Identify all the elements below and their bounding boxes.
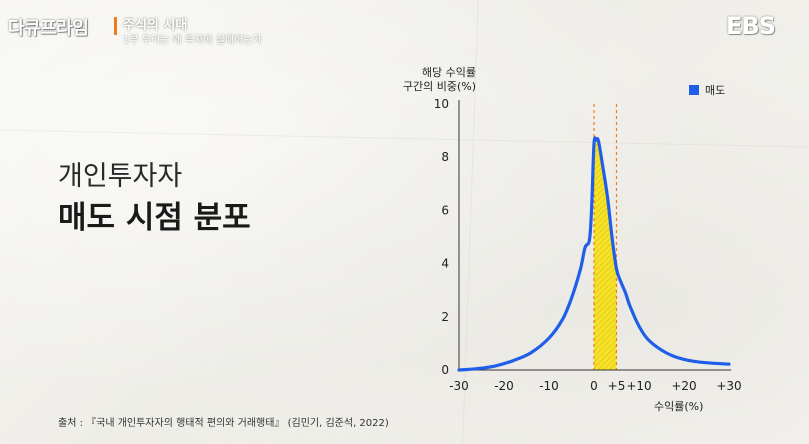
series-line-sell <box>457 136 731 372</box>
y-tick-label: 10 <box>434 97 449 111</box>
y-tick-label: 0 <box>441 363 449 377</box>
slide-heading-line2: 매도 시점 분포 <box>58 200 251 236</box>
x-tick-label: +20 <box>671 379 696 393</box>
x-tick-label: +5 <box>608 379 626 393</box>
x-tick-label: -20 <box>494 379 514 393</box>
x-tick-label: -30 <box>449 379 469 393</box>
chart-legend: 매도 <box>689 82 725 98</box>
x-tick-label: +10 <box>626 379 651 393</box>
series-subtitle: 1부 우리는 왜 투자에 실패하는가 <box>123 35 262 46</box>
y-axis-label-line1: 해당 수익률 <box>421 66 476 79</box>
legend-swatch <box>689 85 699 95</box>
x-axis-label: 수익률(%) <box>654 400 704 413</box>
x-tick-label: +30 <box>716 379 741 393</box>
y-tick-label: 8 <box>441 150 449 164</box>
channel-logo: EBS <box>726 12 776 40</box>
x-tick-label: -10 <box>539 379 559 393</box>
slide-heading-line1: 개인투자자 <box>58 161 183 192</box>
y-axis-label-line2: 구간의 비중(%) <box>402 80 476 93</box>
legend-label: 매도 <box>705 84 726 97</box>
logo-divider <box>114 17 117 35</box>
y-tick-label: 6 <box>441 203 449 217</box>
highlight-area <box>594 139 617 370</box>
y-tick-label: 2 <box>441 310 449 324</box>
x-tick-label: 0 <box>590 379 598 393</box>
brand-logo: 다큐프라임 <box>8 18 89 39</box>
y-tick-label: 4 <box>441 257 449 271</box>
source-citation: 출처 : 『국내 개인투자자의 행태적 편의와 거래행태』 (김민기, 김준석,… <box>58 418 389 429</box>
series-title: 주식의 시대 <box>123 18 188 33</box>
